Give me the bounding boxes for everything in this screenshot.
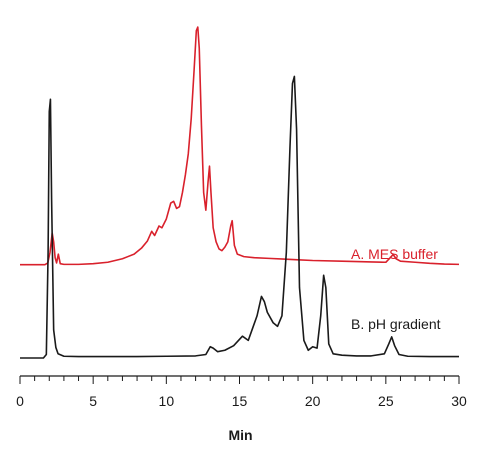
series-layer	[20, 26, 460, 359]
x-tick-label: 0	[16, 393, 24, 409]
x-tick-label: 20	[305, 393, 321, 409]
x-tick-label: 10	[159, 393, 175, 409]
x-tick-label: 25	[378, 393, 394, 409]
series-b-label: B. pH gradient	[351, 316, 441, 332]
x-tick-layer: 0 5 10 15 20 25 30	[16, 376, 467, 409]
x-axis-title: Min	[228, 427, 252, 443]
series-a-label: A. MES buffer	[351, 246, 438, 262]
x-tick-label: 15	[232, 393, 248, 409]
series-b-trace	[20, 75, 459, 359]
x-tick-label: 5	[89, 393, 97, 409]
series-a-trace	[20, 26, 460, 266]
x-tick-label: 30	[451, 393, 467, 409]
